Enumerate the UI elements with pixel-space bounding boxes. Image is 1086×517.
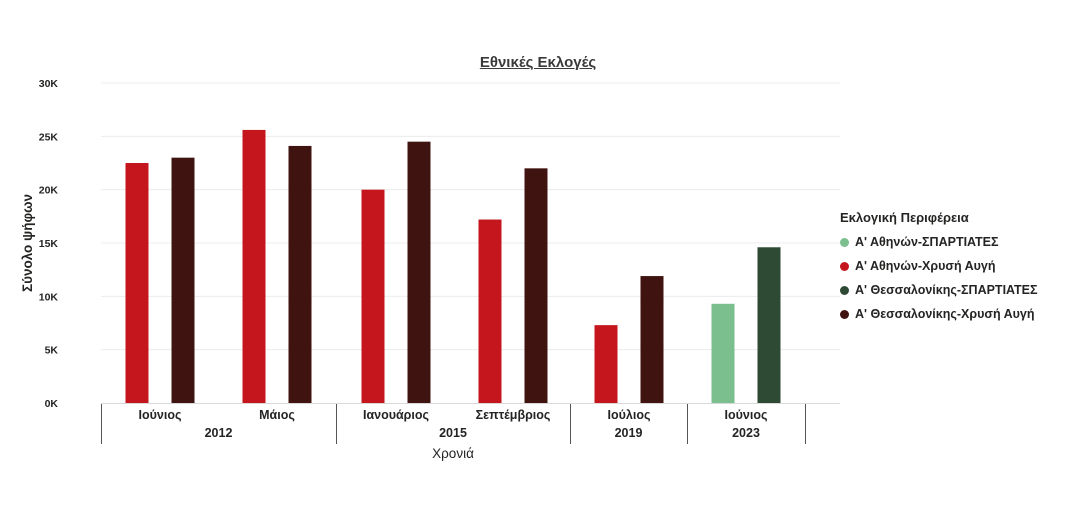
legend-label: Α' Αθηνών-ΣΠΑΡΤΙΑΤΕΣ [855, 235, 999, 249]
x-group-label: 2019 [615, 426, 643, 440]
y-tick-label: 5K [45, 345, 59, 357]
x-axis-title: Χρονιά [432, 446, 474, 461]
bar [640, 276, 664, 403]
x-category-label: Ιούλιος [608, 408, 651, 422]
bar [711, 303, 735, 403]
x-group-label: 2023 [732, 426, 760, 440]
bar [594, 325, 618, 403]
x-category-label: Ιούνιος [725, 408, 768, 422]
x-category-label: Μάιος [259, 408, 295, 422]
y-tick-label: 30K [39, 78, 59, 90]
x-group-label: 2012 [205, 426, 233, 440]
legend-item-athens-xrysi-avgi[interactable]: Α' Αθηνών-Χρυσή Αυγή [840, 254, 1038, 278]
legend-swatch [840, 285, 849, 295]
bar [361, 189, 385, 403]
x-category-label: Σεπτέμβριος [476, 408, 551, 422]
y-tick-label: 20K [39, 185, 59, 197]
legend-swatch [840, 261, 849, 271]
x-category-label: Ιούνιος [139, 408, 182, 422]
y-tick-label: 25K [39, 131, 59, 143]
bar [407, 141, 431, 403]
legend-item-thessaloniki-spartiates[interactable]: Α' Θεσσαλονίκης-ΣΠΑΡΤΙΑΤΕΣ [840, 278, 1038, 302]
legend-item-thessaloniki-xrysi-avgi[interactable]: Α' Θεσσαλονίκης-Χρυσή Αυγή [840, 302, 1038, 326]
bar [478, 219, 502, 403]
bar [757, 247, 781, 403]
legend-label: Α' Αθηνών-Χρυσή Αυγή [855, 259, 996, 273]
bar [171, 157, 195, 403]
legend-title: Εκλογική Περιφέρεια [840, 210, 969, 225]
y-tick-label: 15K [39, 238, 59, 250]
y-axis-title: Σύνολο ψήφων [20, 194, 35, 292]
legend: Εκλογική Περιφέρεια Α' Αθηνών-ΣΠΑΡΤΙΑΤΕΣ… [840, 210, 1038, 326]
bar [524, 168, 548, 403]
bar [242, 129, 266, 403]
legend-label: Α' Θεσσαλονίκης-ΣΠΑΡΤΙΑΤΕΣ [855, 283, 1038, 297]
legend-swatch [840, 237, 849, 247]
bar [125, 163, 149, 403]
x-category-label: Ιανουάριος [363, 408, 429, 422]
x-group-label: 2015 [439, 426, 467, 440]
y-tick-label: 0K [45, 398, 59, 410]
legend-label: Α' Θεσσαλονίκης-Χρυσή Αυγή [855, 307, 1035, 321]
y-tick-label: 10K [39, 291, 59, 303]
chart-title: Εθνικές Εκλογές [479, 54, 597, 71]
legend-item-athens-spartiates[interactable]: Α' Αθηνών-ΣΠΑΡΤΙΑΤΕΣ [840, 230, 1038, 254]
bar [288, 145, 312, 403]
legend-swatch [840, 309, 849, 319]
